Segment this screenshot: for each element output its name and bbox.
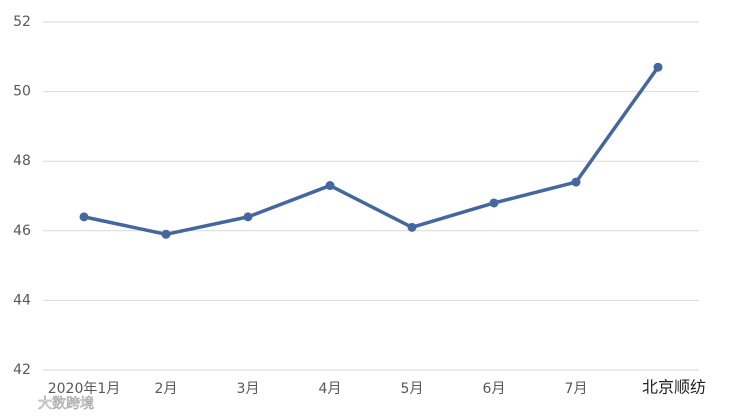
- point: [79, 212, 89, 222]
- x-tick-label: 4月: [319, 381, 342, 397]
- point: [161, 229, 171, 239]
- point: [489, 198, 499, 208]
- point: [653, 62, 663, 72]
- y-tick-label: 46: [13, 223, 31, 239]
- x-tick-label: 7月: [565, 381, 588, 397]
- point: [325, 181, 335, 191]
- x-tick-label: 5月: [401, 381, 424, 397]
- y-tick-label: 52: [13, 14, 31, 30]
- point: [243, 212, 253, 222]
- y-tick-label: 50: [13, 84, 31, 100]
- line: [83, 66, 660, 237]
- x-tick-label: 6月: [483, 381, 506, 397]
- watermark: 大数跨境: [38, 396, 94, 412]
- point: [407, 222, 417, 232]
- y-tick-label: 44: [13, 292, 31, 308]
- y-tick-label: 48: [13, 153, 31, 169]
- x-tick-label: 2020年1月: [48, 381, 121, 397]
- watermark: 北京顺纺: [642, 378, 706, 397]
- y-tick-label: 42: [13, 362, 31, 378]
- point: [571, 177, 581, 187]
- x-tick-label: 3月: [237, 381, 260, 397]
- x-tick-label: 2月: [155, 381, 178, 397]
